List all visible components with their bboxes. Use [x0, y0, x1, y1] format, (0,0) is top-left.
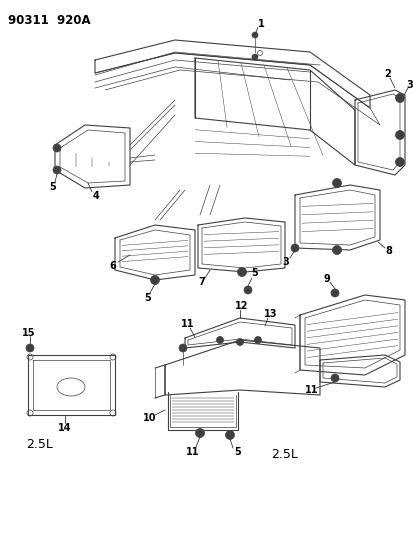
Circle shape — [238, 341, 241, 343]
Text: 3: 3 — [406, 80, 412, 90]
Circle shape — [195, 429, 204, 438]
Circle shape — [394, 131, 404, 140]
Text: 10: 10 — [143, 413, 157, 423]
Circle shape — [243, 286, 252, 294]
Text: 3: 3 — [282, 257, 289, 267]
Circle shape — [394, 157, 404, 166]
Text: 5: 5 — [144, 293, 151, 303]
Circle shape — [330, 374, 338, 382]
Text: 14: 14 — [58, 423, 71, 433]
Text: 2.5L: 2.5L — [26, 439, 53, 451]
Circle shape — [150, 276, 159, 285]
Circle shape — [397, 160, 401, 164]
Circle shape — [55, 168, 59, 172]
Circle shape — [397, 96, 401, 100]
Circle shape — [216, 336, 223, 343]
Circle shape — [256, 338, 259, 342]
Circle shape — [330, 289, 338, 297]
Text: 13: 13 — [263, 309, 277, 319]
Text: 90311  920A: 90311 920A — [8, 14, 90, 27]
Circle shape — [332, 246, 341, 254]
Circle shape — [253, 34, 256, 36]
Circle shape — [228, 433, 231, 437]
Circle shape — [293, 246, 296, 249]
Text: 2.5L: 2.5L — [271, 448, 298, 462]
Circle shape — [335, 181, 338, 185]
Circle shape — [332, 376, 336, 379]
Circle shape — [252, 54, 257, 60]
Circle shape — [254, 336, 261, 343]
Text: 8: 8 — [385, 246, 392, 256]
Circle shape — [153, 278, 157, 282]
Text: 9: 9 — [323, 274, 330, 284]
Circle shape — [394, 93, 404, 102]
Text: 15: 15 — [22, 328, 36, 338]
Circle shape — [290, 244, 298, 252]
Circle shape — [26, 344, 34, 352]
Text: 1: 1 — [257, 19, 264, 29]
Circle shape — [240, 270, 243, 274]
Text: 11: 11 — [304, 385, 318, 395]
Text: 6: 6 — [109, 261, 116, 271]
Circle shape — [332, 292, 336, 295]
Text: 7: 7 — [198, 277, 205, 287]
Circle shape — [225, 431, 234, 440]
Circle shape — [198, 431, 201, 435]
Text: 12: 12 — [235, 301, 248, 311]
Text: 5: 5 — [251, 268, 258, 278]
Text: 2: 2 — [384, 69, 390, 79]
Circle shape — [53, 144, 61, 152]
Circle shape — [253, 56, 256, 58]
Circle shape — [237, 268, 246, 277]
Circle shape — [55, 147, 59, 150]
Circle shape — [332, 179, 341, 188]
Circle shape — [181, 346, 184, 350]
Circle shape — [236, 338, 243, 345]
Text: 11: 11 — [181, 319, 194, 329]
Circle shape — [397, 133, 401, 137]
Circle shape — [335, 248, 338, 252]
Circle shape — [252, 32, 257, 38]
Circle shape — [178, 344, 187, 352]
Circle shape — [53, 166, 61, 174]
Text: 11: 11 — [186, 447, 199, 457]
Text: 5: 5 — [234, 447, 241, 457]
Circle shape — [246, 288, 249, 292]
Circle shape — [218, 338, 221, 342]
Text: 4: 4 — [93, 191, 99, 201]
Circle shape — [28, 346, 31, 350]
Text: 5: 5 — [50, 182, 56, 192]
